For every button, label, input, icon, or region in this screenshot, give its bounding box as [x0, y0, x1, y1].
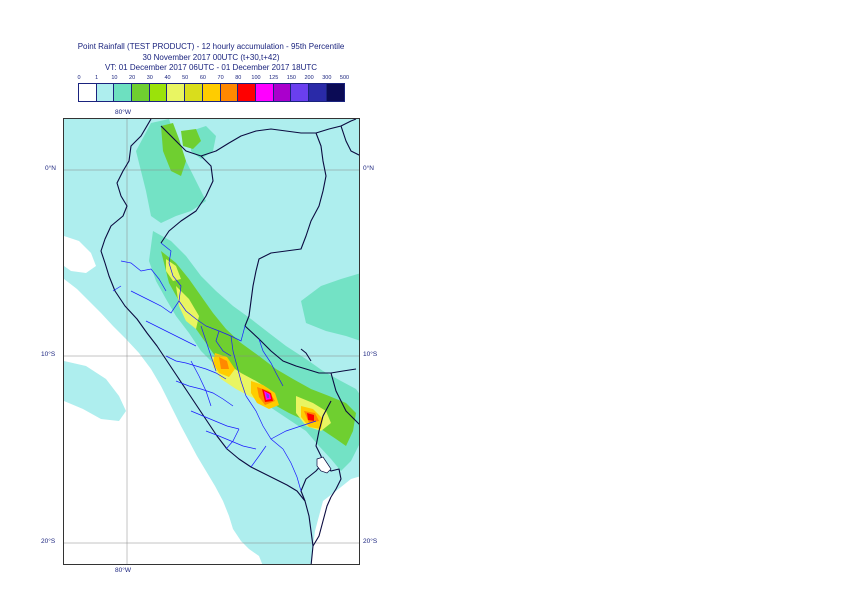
- title-line-3: VT: 01 December 2017 06UTC - 01 December…: [104, 63, 318, 72]
- legend-threshold-label: 300: [322, 75, 332, 81]
- legend-swatch: [202, 84, 221, 101]
- lat-label-10-left: 10°S: [41, 351, 56, 358]
- title-line-1: Point Rainfall (TEST PRODUCT) - 12 hourl…: [77, 42, 345, 51]
- map-title-block: Point Rainfall (TEST PRODUCT) - 12 hourl…: [0, 42, 422, 74]
- ocean-patch-3: [139, 456, 219, 561]
- legend-threshold-label: 1: [95, 75, 99, 81]
- rainfall-map: [64, 119, 359, 564]
- legend-threshold-label: 0: [77, 75, 81, 81]
- lake-titicaca: [316, 456, 332, 474]
- legend-threshold-label: 150: [286, 75, 296, 81]
- lon-label-bottom: 80°W: [115, 567, 131, 574]
- country-borders: [100, 119, 359, 564]
- legend-threshold-label: 30: [146, 75, 153, 81]
- legend-swatch: [238, 84, 256, 101]
- legend-threshold-labels: 0 1 10 20 30 40 50 60 70 80 100 125 150 200 300 500: [0, 75, 842, 85]
- legend-threshold-label: 50: [182, 75, 189, 81]
- legend-swatch: [79, 84, 97, 101]
- legend-threshold-label: 40: [164, 75, 171, 81]
- legend-swatch: [132, 84, 150, 101]
- legend-swatch: [114, 84, 133, 101]
- legend-threshold-label: 70: [217, 75, 224, 81]
- legend-swatch: [326, 84, 345, 101]
- title-line-2: 30 November 2017 00UTC (t+30,t+42): [142, 52, 280, 62]
- lat-label-0-left: 0°N: [45, 165, 56, 172]
- legend-threshold-label: 60: [199, 75, 206, 81]
- lat-label-20-left: 20°S: [41, 538, 56, 545]
- legend-swatch: [255, 84, 274, 101]
- legend-swatch: [220, 84, 239, 101]
- ocean-patch-4: [341, 516, 359, 564]
- lon-label-top: 80°W: [115, 109, 131, 116]
- lat-label-0-right: 0°N: [363, 165, 374, 172]
- graticule: [64, 119, 359, 564]
- legend-threshold-label: 20: [129, 75, 136, 81]
- legend-threshold-label: 80: [235, 75, 242, 81]
- legend-swatch: [273, 84, 292, 101]
- rain-field-teal: [136, 119, 359, 471]
- department-borders: [112, 242, 317, 492]
- legend-swatch: [185, 84, 203, 101]
- color-legend-bar: [78, 83, 346, 102]
- legend-threshold-label: 125: [269, 75, 279, 81]
- legend-threshold-label: 500: [339, 75, 350, 81]
- lat-label-10-right: 10°S: [363, 351, 378, 358]
- ocean-patch-2: [64, 421, 136, 564]
- map-frame: [63, 118, 360, 565]
- legend-swatch: [149, 84, 168, 101]
- legend-swatch: [291, 84, 309, 101]
- legend-threshold-label: 100: [251, 75, 261, 81]
- rain-field-purple: [266, 393, 269, 398]
- legend-threshold-label: 10: [111, 75, 118, 81]
- legend-swatch: [96, 84, 115, 101]
- legend-swatch: [308, 84, 327, 101]
- legend-threshold-label: 200: [304, 75, 314, 81]
- ocean-patch-1: [64, 236, 96, 273]
- legend-swatch: [167, 84, 186, 101]
- rain-field-red: [262, 389, 314, 421]
- lat-label-20-right: 20°S: [363, 538, 378, 545]
- rain-field-green: [161, 123, 356, 446]
